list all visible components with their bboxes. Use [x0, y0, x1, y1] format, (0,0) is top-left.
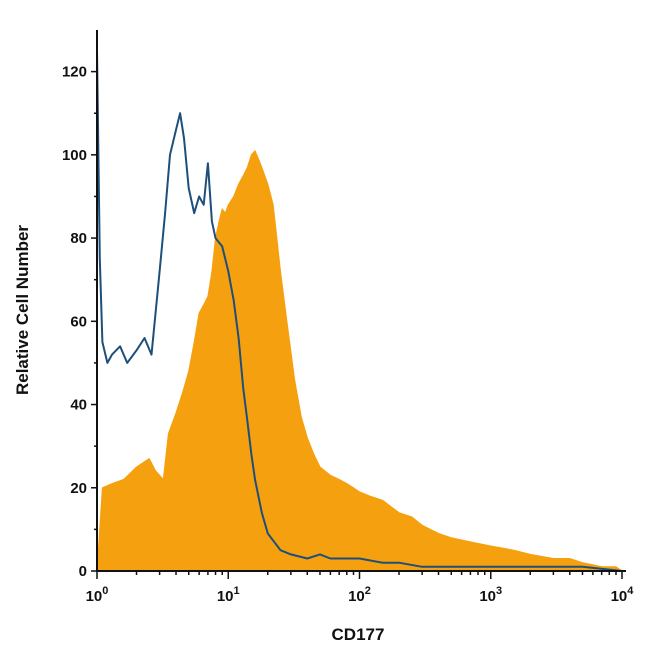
y-tick-label: 20	[70, 480, 87, 497]
histogram-filled-series	[96, 150, 623, 572]
x-tick-label: 102	[348, 585, 371, 605]
y-tick-label: 40	[70, 397, 87, 414]
y-axis-title: Relative Cell Number	[13, 225, 32, 395]
x-tick-label: 103	[479, 585, 502, 605]
x-axis-title: CD177	[332, 625, 385, 644]
y-tick-label: 80	[70, 230, 87, 247]
x-tick-label: 104	[611, 585, 635, 605]
plot-area	[96, 50, 623, 572]
ticks: 0 20 40 60 80 100 120 100 101 102 103 104	[62, 64, 634, 605]
y-tick-label: 0	[79, 563, 87, 580]
x-tick-label: 101	[217, 585, 240, 605]
y-tick-label: 120	[62, 64, 87, 81]
y-tick-label: 100	[62, 147, 87, 164]
histogram-line-series	[96, 50, 623, 572]
y-tick-label: 60	[70, 313, 87, 330]
x-tick-label: 100	[86, 585, 109, 605]
axes	[96, 30, 626, 572]
